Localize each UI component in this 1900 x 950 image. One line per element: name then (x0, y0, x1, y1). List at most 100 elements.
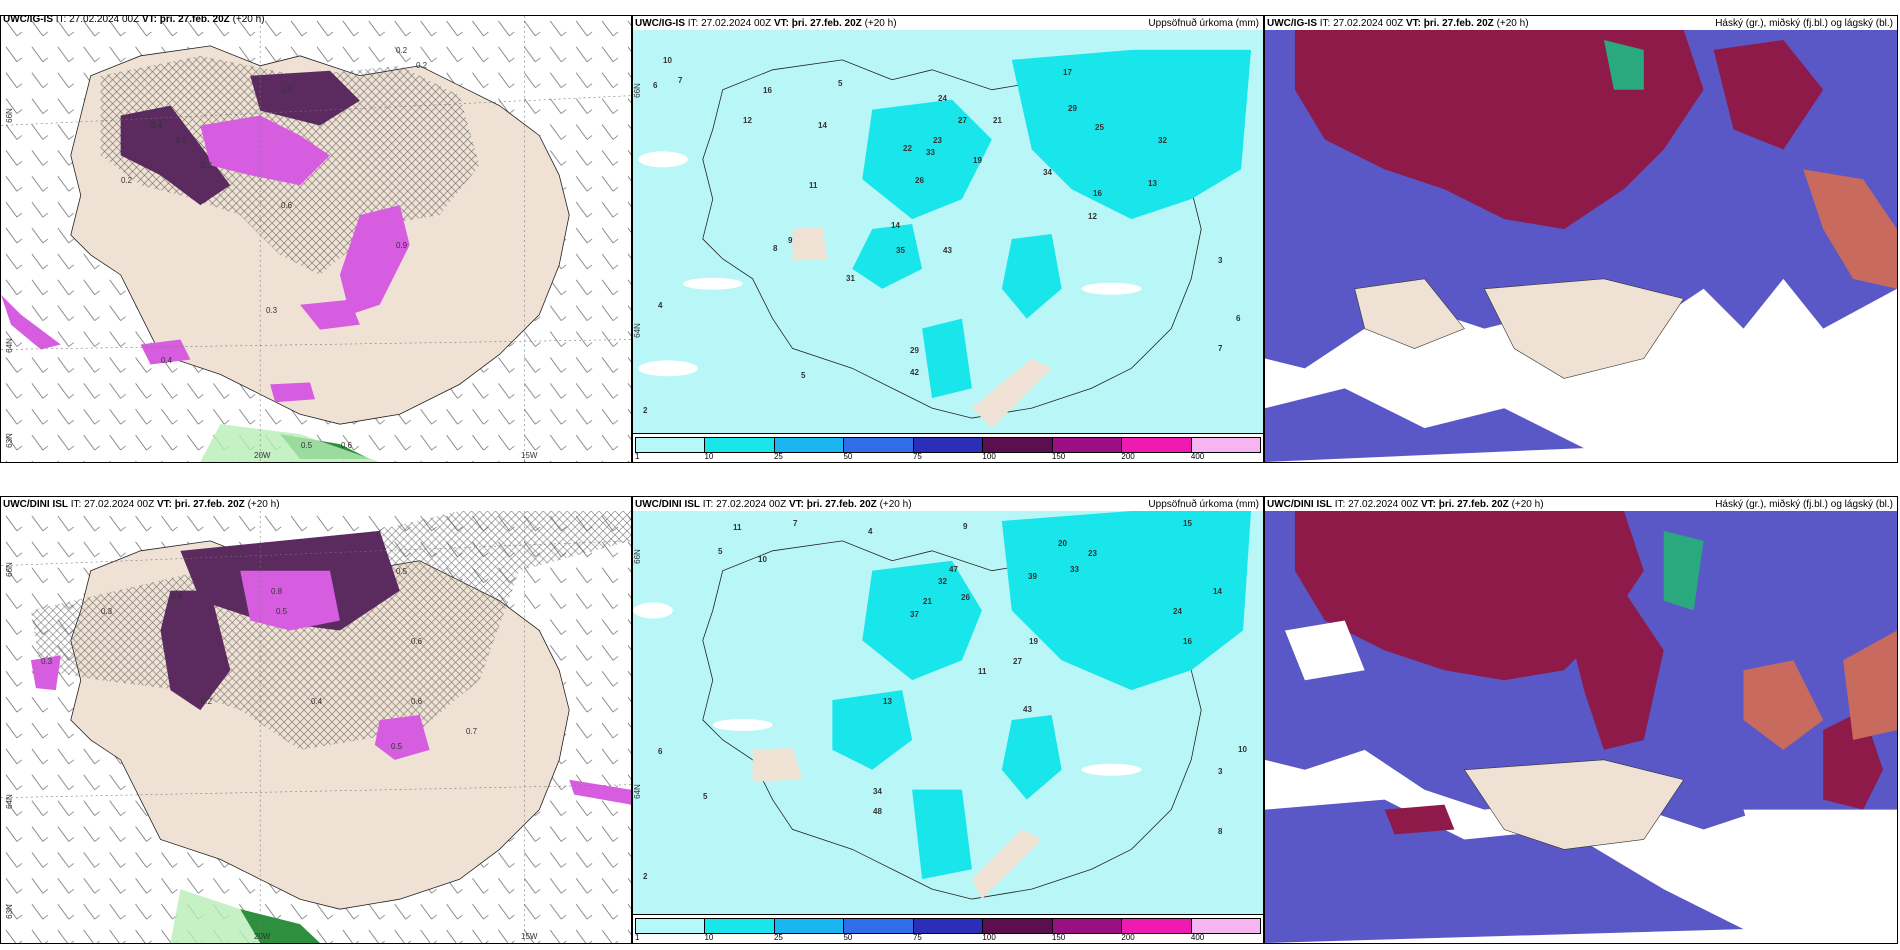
legend-swatch (913, 438, 984, 452)
precip-value: 31 (846, 274, 855, 283)
panel-title: UWC/IG-IS IT: 27.02.2024 00Z VT: þri. 27… (1267, 18, 1529, 29)
snow-value: 0.3 (281, 86, 293, 95)
legend-swatch (705, 438, 775, 452)
precip-value: 24 (938, 94, 947, 103)
precip-value: 14 (891, 221, 900, 230)
precip-value: 43 (943, 246, 952, 255)
precip-value: 9 (963, 522, 968, 531)
lon-label-20w: 20W (254, 932, 271, 941)
precip-value: 48 (873, 807, 882, 816)
legend-colorbar (635, 918, 1261, 934)
precip-value: 2 (643, 406, 648, 415)
precip-value: 26 (961, 593, 970, 602)
legend-swatch (705, 919, 775, 933)
precip-value: 5 (801, 371, 806, 380)
lat-label-66n: 66N (632, 549, 642, 564)
legend-colorbar (635, 437, 1261, 453)
legend-ticks: 1 10 25 50 75 100 150 200 400 (635, 933, 1261, 943)
legend-tick: 25 (773, 933, 783, 942)
snow-value: 0.4 (311, 697, 323, 706)
precip-value: 20 (1058, 539, 1067, 548)
precip-value: 11 (978, 667, 987, 676)
legend-swatch (913, 919, 984, 933)
legend-tick: 1 (635, 933, 640, 942)
precip-value: 17 (1063, 68, 1072, 77)
legend-tick: 100 (982, 452, 996, 461)
precip-value: 2 (643, 872, 648, 881)
legend-tick: 10 (704, 933, 714, 942)
precip-value: 47 (949, 565, 958, 574)
precip-value: 34 (873, 787, 882, 796)
precip-value: 35 (896, 246, 905, 255)
precip-value: 12 (1088, 212, 1097, 221)
legend-tick: 200 (1121, 452, 1135, 461)
precip-value: 9 (788, 236, 793, 245)
precip-value: 16 (763, 86, 772, 95)
precip-value: 4 (868, 527, 873, 536)
panel-field-label: Háský (gr.), miðský (fj.bl.) og lágský (… (1715, 499, 1893, 510)
precip-value: 10 (1238, 745, 1247, 754)
legend-tick: 150 (1051, 452, 1066, 461)
lon-label-15w: 15W (521, 451, 538, 460)
precip-value: 42 (910, 368, 919, 377)
precip-value: 12 (743, 116, 752, 125)
snow-value: 0.3 (266, 306, 278, 315)
snow-value: 0.3 (41, 657, 53, 666)
panel-dini-precip: UWC/DINI ISL IT: 27.02.2024 00Z VT: þri.… (632, 496, 1264, 944)
lon-label-15w: 15W (521, 932, 538, 941)
precip-value: 21 (923, 597, 932, 606)
cloud-map (1265, 511, 1897, 943)
snow-value: 0.5 (176, 136, 188, 145)
precip-value: 5 (838, 79, 843, 88)
panel-title: UWC/DINI ISL IT: 27.02.2024 00Z VT: þri.… (635, 499, 912, 510)
lat-label-66n: 66N (632, 83, 642, 98)
precip-value: 43 (1023, 705, 1032, 714)
precip-value: 11 (809, 181, 818, 190)
precip-value: 6 (1236, 314, 1241, 323)
lat-label-64n: 64N (4, 338, 14, 353)
snow-value: 0.6 (411, 697, 423, 706)
precip-value: 34 (1043, 168, 1052, 177)
legend-tick: 200 (1121, 933, 1135, 942)
snow-value: 0.5 (391, 742, 403, 751)
precip-value: 16 (1183, 637, 1192, 646)
panel-ig-snow: UWC/IG-IS IT: 27.02.2024 00Z VT: þri. 27… (0, 15, 632, 463)
precip-map (633, 511, 1263, 915)
precip-value: 32 (1158, 136, 1167, 145)
precip-value: 29 (910, 346, 919, 355)
panel-title: UWC/DINI ISL IT: 27.02.2024 00Z VT: þri.… (1267, 499, 1544, 510)
precip-value: 7 (1218, 344, 1223, 353)
precip-value: 8 (1218, 827, 1223, 836)
lat-label-66n: 66N (4, 562, 14, 577)
precip-value: 32 (938, 577, 947, 586)
panel-title: UWC/IG-IS IT: 27.02.2024 00Z VT: þri. 27… (3, 15, 265, 25)
panel-dini-clouds: UWC/DINI ISL IT: 27.02.2024 00Z VT: þri.… (1264, 496, 1898, 944)
precip-value: 11 (733, 523, 742, 532)
precip-value: 33 (926, 148, 935, 157)
lat-label-63n: 63N (4, 904, 14, 919)
snow-map (1, 511, 631, 943)
snow-value: 0.2 (201, 697, 213, 706)
snow-value: 0.2 (121, 176, 133, 185)
precip-value: 6 (653, 81, 658, 90)
precip-value: 22 (903, 144, 912, 153)
lat-label-66n: 66N (4, 108, 14, 123)
legend-swatch (1122, 919, 1192, 933)
legend-swatch (1052, 438, 1123, 452)
snow-value: 0.8 (271, 587, 283, 596)
panel-ig-precip: UWC/IG-IS IT: 27.02.2024 00Z VT: þri. 27… (632, 15, 1264, 463)
precip-value: 29 (1068, 104, 1077, 113)
legend-tick: 25 (773, 452, 783, 461)
precip-legend: 1 10 25 50 75 100 150 200 400 (633, 914, 1263, 943)
precip-value: 15 (1183, 519, 1192, 528)
precip-legend: 1 10 25 50 75 100 150 200 400 (633, 433, 1263, 462)
legend-swatch (983, 438, 1053, 452)
legend-tick: 50 (843, 933, 853, 942)
panel-field-label: Háský (gr.), miðský (fj.bl.) og lágský (… (1715, 18, 1893, 29)
legend-tick: 1 (635, 452, 640, 461)
precip-value: 10 (663, 56, 672, 65)
precip-value: 10 (758, 555, 767, 564)
snow-value: 0.5 (396, 567, 408, 576)
precip-value: 4 (658, 301, 663, 310)
precip-value: 3 (1218, 767, 1223, 776)
